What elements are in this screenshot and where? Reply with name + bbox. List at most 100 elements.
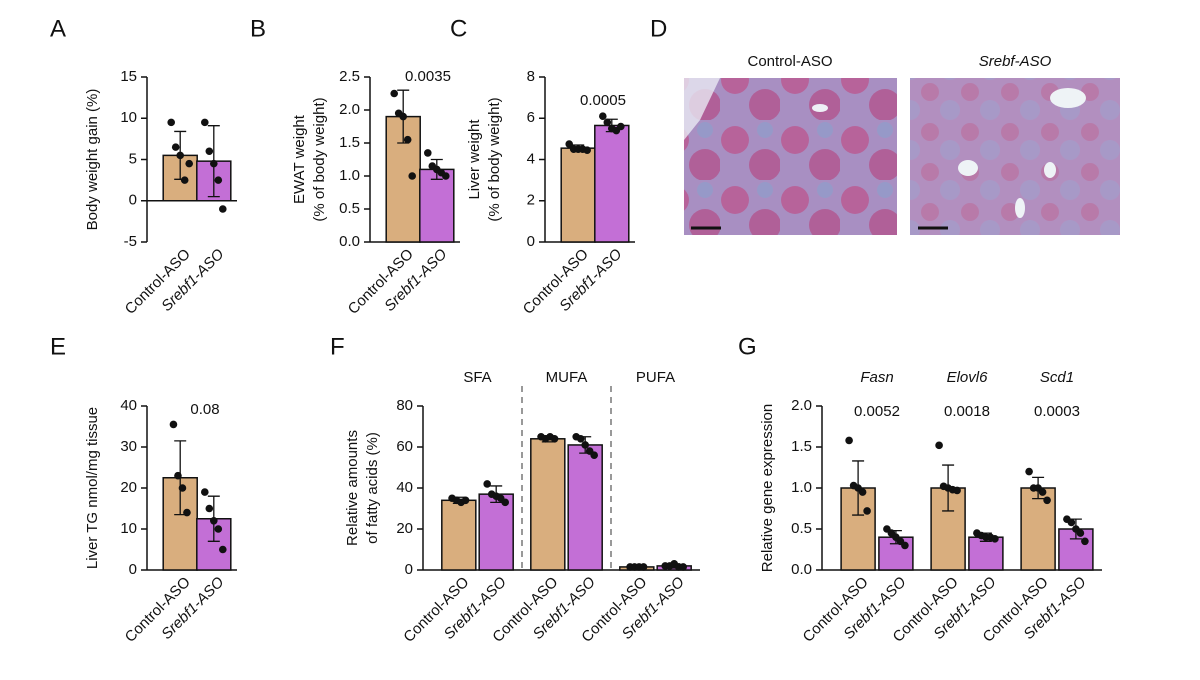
data-point [403, 135, 412, 144]
data-point [390, 89, 399, 98]
vessel [1015, 198, 1025, 218]
data-point [550, 435, 559, 443]
y-tick-label: -5 [124, 233, 137, 250]
data-point [442, 172, 450, 180]
data-point [205, 504, 214, 513]
bar [441, 499, 477, 571]
data-point [845, 436, 853, 445]
y-tick-label: 1.5 [339, 134, 360, 151]
y-tick-label: 60 [396, 438, 413, 455]
y-tick-label: 2 [527, 192, 535, 209]
y-axis-label: (% of body weight) [486, 97, 503, 221]
data-point [617, 122, 625, 131]
data-point [1025, 467, 1033, 476]
data-point [1038, 488, 1047, 496]
y-tick-label: 2.5 [339, 68, 360, 85]
vessel [812, 104, 828, 112]
data-point [201, 118, 209, 127]
panel-label: D [650, 15, 667, 42]
tissue-space [684, 78, 720, 140]
bar [530, 438, 566, 571]
y-tick-label: 10 [120, 520, 137, 537]
data-point [399, 112, 408, 121]
data-point [201, 488, 209, 496]
group-name: Fasn [860, 369, 893, 386]
y-tick-label: 2.0 [339, 101, 360, 118]
y-tick-label: 0 [129, 192, 137, 209]
y-tick-label: 1.0 [339, 167, 360, 184]
panel-label: E [50, 333, 66, 360]
bar-chart-panel: C 0 2 4 6 8 Liver weight (% of body weight) 0.00… [450, 15, 635, 318]
data-point [210, 517, 218, 525]
micrograph-image [910, 78, 1120, 235]
data-point [1076, 529, 1085, 537]
bar-chart-panel: B 0.0 0.5 1.0 1.5 2.0 2.5 EWAT weight (% of body… [250, 15, 460, 318]
y-tick-label: 1.0 [791, 479, 812, 496]
y-tick-label: 80 [396, 397, 413, 414]
y-tick-label: 0.0 [339, 233, 360, 250]
y-tick-label: 40 [396, 479, 413, 496]
data-point [581, 441, 589, 449]
data-point [1067, 518, 1076, 527]
bar [478, 493, 514, 571]
bar-chart-panel: F 0 20 40 60 80 Relative amounts of fatty acids… [330, 333, 700, 646]
y-tick-label: 8 [527, 68, 535, 85]
panel-label: C [450, 15, 467, 42]
data-point [176, 151, 184, 160]
vessel [1044, 162, 1056, 178]
y-tick-label: 0 [527, 233, 535, 250]
data-point [935, 441, 943, 450]
data-point [501, 498, 509, 507]
micrograph-image [684, 78, 897, 235]
data-point [169, 420, 178, 429]
y-tick-label: 40 [120, 397, 137, 414]
y-axis-label: Liver weight [466, 119, 483, 200]
micrograph-panel: D Control-ASO Srebf-ASO [650, 15, 1120, 235]
data-point [1081, 537, 1089, 546]
p-value: 0.0018 [944, 403, 990, 420]
y-tick-label: 0.5 [791, 520, 812, 537]
data-point [953, 486, 961, 495]
vessel [1050, 88, 1086, 108]
bar-chart-panel: G 0.0 0.5 1.0 1.5 2.0 Relative gene expression… [738, 333, 1102, 646]
micrograph-title: Srebf-ASO [979, 53, 1052, 70]
y-axis-label: (% of body weight) [311, 97, 328, 221]
data-point [180, 176, 189, 184]
y-tick-label: 0 [129, 561, 137, 578]
data-point [214, 525, 223, 533]
bar [594, 124, 630, 243]
data-point [576, 435, 585, 443]
data-point [408, 172, 417, 180]
group-name: Elovl6 [947, 369, 989, 386]
data-point [178, 484, 187, 492]
data-point [639, 563, 648, 571]
data-point [901, 541, 909, 550]
data-point [171, 143, 180, 151]
data-point [583, 146, 591, 155]
p-value: 0.0035 [405, 68, 451, 85]
y-axis-label: EWAT weight [291, 114, 308, 204]
panel-label: F [330, 333, 345, 360]
data-point [461, 496, 470, 505]
y-tick-label: 10 [120, 109, 137, 126]
data-point [599, 112, 607, 120]
panel-label: A [50, 15, 66, 42]
y-axis-label: Body weight gain (%) [84, 89, 101, 231]
data-point [858, 488, 867, 496]
data-point [424, 149, 432, 157]
data-point [863, 507, 871, 515]
bar [419, 168, 455, 243]
data-point [210, 159, 218, 168]
p-value: 0.08 [190, 401, 219, 418]
y-tick-label: 5 [129, 150, 137, 167]
group-name: SFA [463, 369, 491, 386]
y-tick-label: 15 [120, 68, 137, 85]
data-point [679, 563, 687, 571]
y-axis-label: Relative amounts [344, 430, 361, 546]
y-tick-label: 20 [120, 479, 137, 496]
y-axis-label: Liver TG nmol/mg tissue [84, 407, 101, 569]
data-point [483, 480, 491, 488]
vessel [958, 160, 978, 176]
